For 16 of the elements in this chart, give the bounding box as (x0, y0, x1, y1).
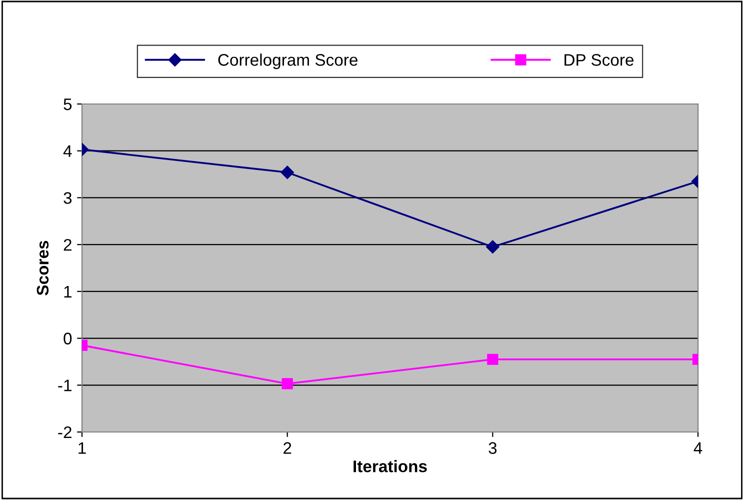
y-tick-label: 4 (63, 145, 72, 157)
y-tick-label: 1 (64, 286, 72, 298)
x-tick-label: 1 (78, 442, 86, 454)
y-tick-label: 5 (64, 98, 72, 110)
x-tick-label: 4 (694, 442, 702, 454)
x-axis-title: Iterations (354, 460, 427, 472)
legend-label: DP Score (564, 54, 634, 66)
x-tick-label: 2 (284, 442, 292, 454)
y-tick-label: -1 (58, 380, 72, 392)
y-axis-title: Scores (36, 240, 49, 296)
x-tick-label: 3 (488, 442, 497, 454)
y-tick-label: 3 (64, 192, 72, 204)
y-tick-label: 2 (64, 238, 72, 251)
y-tick-label: 0 (64, 332, 72, 344)
y-tick-label: -2 (58, 426, 72, 438)
legend-label: Correlogram Score (218, 54, 358, 70)
